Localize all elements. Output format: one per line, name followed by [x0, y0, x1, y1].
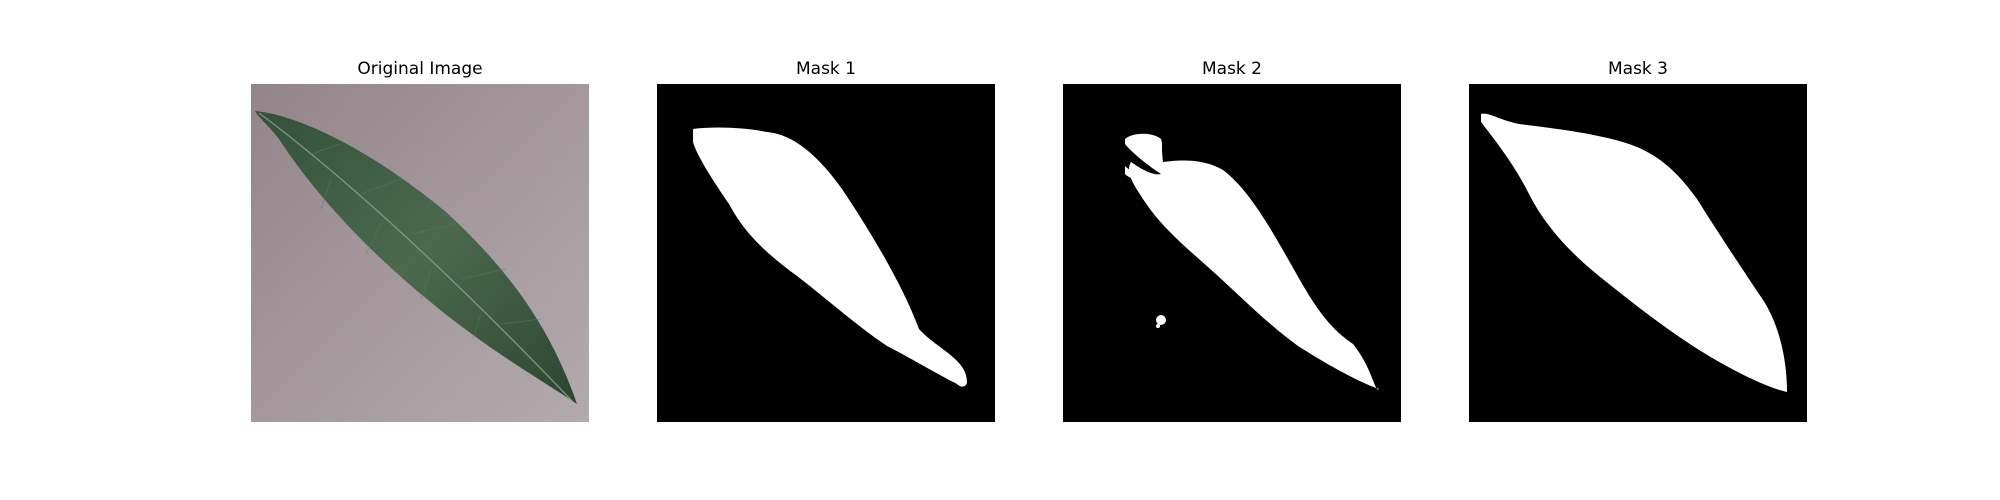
mask-3-image	[1469, 84, 1807, 422]
mask-2-blob-upper	[1125, 166, 1153, 181]
mask-2-shape	[1125, 133, 1379, 390]
original-leaf-photo	[251, 84, 589, 422]
original-image-panel: Original Image	[251, 55, 589, 422]
leaf-midrib	[258, 112, 574, 403]
leaf-shape	[255, 111, 577, 404]
mask-3-shape	[1481, 113, 1787, 393]
mask-2-panel: Mask 2	[1063, 55, 1401, 422]
mask-1-image	[657, 84, 995, 422]
panel-title: Mask 2	[1201, 59, 1262, 79]
mask-3-panel: Mask 3	[1469, 55, 1807, 422]
mask-2-noise-speck	[1156, 315, 1166, 325]
panel-title: Mask 1	[795, 59, 856, 79]
mask-1-panel: Mask 1	[657, 55, 995, 422]
mask-1-shape	[693, 127, 967, 387]
mask-2-image	[1063, 84, 1401, 422]
panel-title: Original Image	[357, 59, 483, 79]
panel-title: Mask 3	[1607, 59, 1668, 79]
